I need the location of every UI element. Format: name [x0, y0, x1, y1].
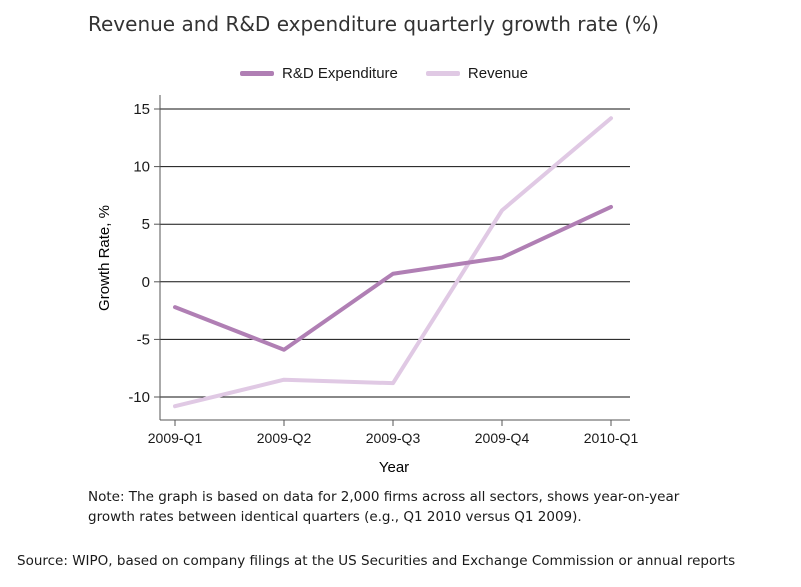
y-tick-label: -10 [128, 389, 150, 406]
series-line-revenue [173, 116, 613, 409]
legend-label-rd: R&D Expenditure [282, 64, 398, 82]
gridlines [160, 108, 630, 398]
x-tick-label: 2010-Q1 [584, 430, 639, 446]
y-axis-label: Growth Rate, % [96, 205, 113, 311]
legend-swatch-revenue [425, 70, 460, 76]
y-tick-label: 15 [133, 101, 150, 118]
y-tick-label: 0 [142, 274, 150, 291]
legend-item-rd: R&D Expenditure [240, 65, 398, 82]
x-tick-label: 2009-Q4 [475, 430, 530, 446]
legend-label-revenue: Revenue [467, 64, 528, 82]
legend-item-revenue: Revenue [425, 64, 528, 82]
chart-legend: R&D Expenditure Revenue [240, 63, 556, 83]
chart-source: Source: WIPO, based on company filings a… [17, 553, 736, 569]
axes [159, 95, 630, 421]
chart-title: Revenue and R&D expenditure quarterly gr… [88, 12, 659, 36]
chart-note: Note: The graph is based on data for 2,0… [88, 489, 680, 525]
x-tick-label: 2009-Q1 [148, 430, 203, 446]
x-tick-label: 2009-Q2 [257, 430, 312, 446]
y-tick-label: -5 [137, 331, 150, 348]
x-axis-label: Year [379, 459, 409, 476]
y-axis-ticks: 15 10 5 0 -5 -10 [128, 101, 160, 406]
y-tick-label: 5 [142, 216, 150, 233]
series-line-rd-expenditure [173, 204, 613, 352]
y-tick-label: 10 [133, 159, 150, 176]
legend-swatch-rd [240, 70, 274, 76]
x-tick-label: 2009-Q3 [366, 430, 421, 446]
series-lines [173, 116, 613, 409]
x-axis-ticks: 2009-Q1 2009-Q2 2009-Q3 2009-Q4 2010-Q1 [148, 420, 639, 446]
